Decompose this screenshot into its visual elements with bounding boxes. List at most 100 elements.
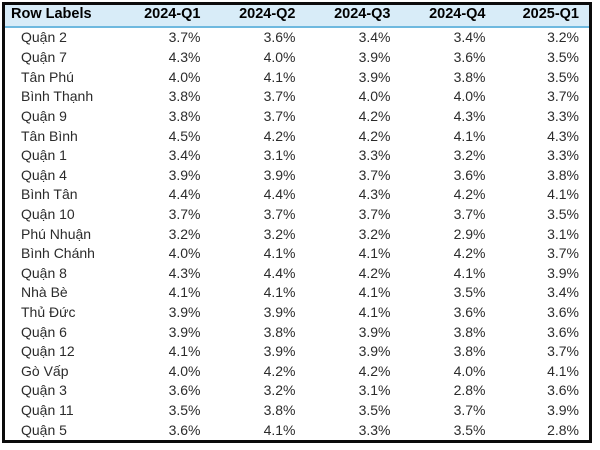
row-label: Quận 12 (21, 343, 75, 360)
value-cell: 3.5% (453, 284, 486, 301)
table-row: Quận 12 4.1% 3.9% 3.9% 3.8% 3.7% (4, 341, 591, 361)
value-cell: 3.6% (547, 323, 579, 340)
value-cell: 3.7% (263, 107, 296, 124)
row-label: Quận 6 (21, 323, 67, 340)
value-cell: 3.9% (358, 49, 391, 66)
row-label: Tân Bình (21, 127, 78, 144)
value-cell: 3.8% (263, 402, 296, 419)
value-cell: 3.7% (358, 206, 391, 222)
value-cell: 4.1% (168, 343, 201, 360)
value-cell: 4.1% (453, 127, 486, 144)
value-cell: 2.8% (547, 421, 579, 438)
value-cell: 4.4% (263, 264, 296, 281)
value-cell: 3.2% (358, 225, 391, 242)
value-cell: 4.2% (358, 362, 391, 379)
value-cell: 3.6% (453, 166, 486, 183)
value-cell: 4.2% (358, 127, 391, 144)
value-cell: 3.6% (547, 382, 579, 399)
value-cell: 4.2% (358, 264, 391, 281)
value-cell: 3.5% (547, 49, 579, 66)
value-cell: 3.6% (168, 421, 201, 438)
row-label: Quận 7 (21, 49, 67, 66)
value-cell: 4.0% (168, 245, 201, 262)
value-cell: 3.2% (168, 225, 201, 242)
header-cell-2025-q1: 2025-Q1 (495, 3, 591, 28)
value-cell: 3.7% (263, 206, 296, 222)
value-cell: 4.3% (168, 49, 201, 66)
table-row: Bình Thạnh 3.8% 3.7% 4.0% 4.0% 3.7% (4, 87, 591, 107)
header-cell-2024-q3: 2024-Q3 (305, 3, 401, 28)
value-cell: 3.7% (547, 88, 579, 105)
table-row: Bình Chánh 4.0% 4.1% 4.1% 4.2% 3.7% (4, 243, 591, 263)
value-cell: 3.7% (263, 88, 296, 105)
value-cell: 3.8% (453, 323, 486, 340)
value-cell: 4.1% (358, 245, 391, 262)
value-cell: 4.1% (453, 264, 486, 281)
value-cell: 2.9% (453, 225, 486, 242)
row-label: Quận 10 (21, 206, 75, 222)
value-cell: 3.5% (453, 421, 486, 438)
table-row: Quận 8 4.3% 4.4% 4.2% 4.1% 3.9% (4, 263, 591, 283)
table-row: Tân Bình 4.5% 4.2% 4.2% 4.1% 4.3% (4, 126, 591, 146)
header-cell-2024-q4: 2024-Q4 (400, 3, 496, 28)
row-label: Thủ Đức (21, 304, 76, 321)
value-cell: 4.0% (358, 88, 391, 105)
value-cell: 3.2% (453, 147, 486, 164)
value-cell: 3.7% (453, 206, 486, 222)
value-cell: 3.5% (168, 402, 201, 419)
table-row: Phú Nhuận 3.2% 3.2% 3.2% 2.9% 3.1% (4, 224, 591, 244)
table-row: Quận 7 4.3% 4.0% 3.9% 3.6% 3.5% (4, 47, 591, 67)
value-cell: 4.5% (168, 127, 201, 144)
value-cell: 3.9% (263, 166, 296, 183)
value-cell: 4.1% (263, 68, 296, 85)
value-cell: 3.7% (168, 29, 201, 46)
value-cell: 3.7% (547, 343, 579, 360)
row-label: Gò Vấp (21, 362, 69, 379)
value-cell: 4.2% (263, 362, 296, 379)
table-row: Quận 10 3.7% 3.7% 3.7% 3.7% 3.5% (4, 204, 591, 224)
table-row: Quận 3 3.6% 3.2% 3.1% 2.8% 3.6% (4, 381, 591, 401)
value-cell: 3.7% (453, 402, 486, 419)
table-row: Quận 9 3.8% 3.7% 4.2% 4.3% 3.3% (4, 106, 591, 126)
value-cell: 4.3% (453, 107, 486, 124)
value-cell: 3.1% (263, 147, 296, 164)
table-row: Quận 4 3.9% 3.9% 3.7% 3.6% 3.8% (4, 165, 591, 185)
value-cell: 3.6% (168, 382, 201, 399)
value-cell: 3.2% (263, 225, 296, 242)
table-row: Quận 6 3.9% 3.8% 3.9% 3.8% 3.6% (4, 322, 591, 342)
value-cell: 3.9% (168, 323, 201, 340)
value-cell: 3.9% (358, 323, 391, 340)
value-cell: 4.1% (547, 362, 579, 379)
value-cell: 4.2% (358, 107, 391, 124)
header-cell-2024-q1: 2024-Q1 (115, 3, 211, 28)
row-label: Nhà Bè (21, 284, 68, 301)
value-cell: 4.1% (358, 304, 391, 321)
row-label: Quận 3 (21, 382, 67, 399)
value-cell: 3.4% (168, 147, 201, 164)
row-label: Quận 11 (21, 402, 74, 419)
table-row: Quận 2 3.7% 3.6% 3.4% 3.4% 3.2% (4, 27, 591, 48)
table-row: Gò Vấp 4.0% 4.2% 4.2% 4.0% 4.1% (4, 361, 591, 381)
row-label: Phú Nhuận (21, 225, 92, 242)
value-cell: 4.1% (263, 284, 296, 301)
value-cell: 3.6% (547, 304, 579, 321)
value-cell: 3.9% (263, 304, 296, 321)
row-label: Quận 9 (21, 107, 67, 124)
value-cell: 4.3% (168, 264, 201, 281)
value-cell: 3.8% (168, 88, 201, 105)
value-cell: 3.2% (263, 382, 296, 399)
header-row: Row Labels 2024-Q1 2024-Q2 2024-Q3 2024-… (3, 3, 591, 28)
row-label: Quận 2 (21, 29, 67, 46)
value-cell: 3.9% (547, 402, 579, 419)
value-cell: 3.4% (358, 29, 391, 46)
value-cell: 4.3% (547, 127, 579, 144)
value-cell: 4.0% (453, 88, 486, 105)
value-cell: 4.4% (263, 186, 296, 203)
value-cell: 3.9% (358, 343, 391, 360)
table-row: Tân Phú 4.0% 4.1% 3.9% 3.8% 3.5% (4, 67, 591, 87)
value-cell: 3.8% (453, 343, 486, 360)
value-cell: 3.5% (547, 206, 579, 222)
header-cell-2024-q2: 2024-Q2 (210, 3, 306, 28)
value-cell: 3.3% (358, 421, 391, 438)
